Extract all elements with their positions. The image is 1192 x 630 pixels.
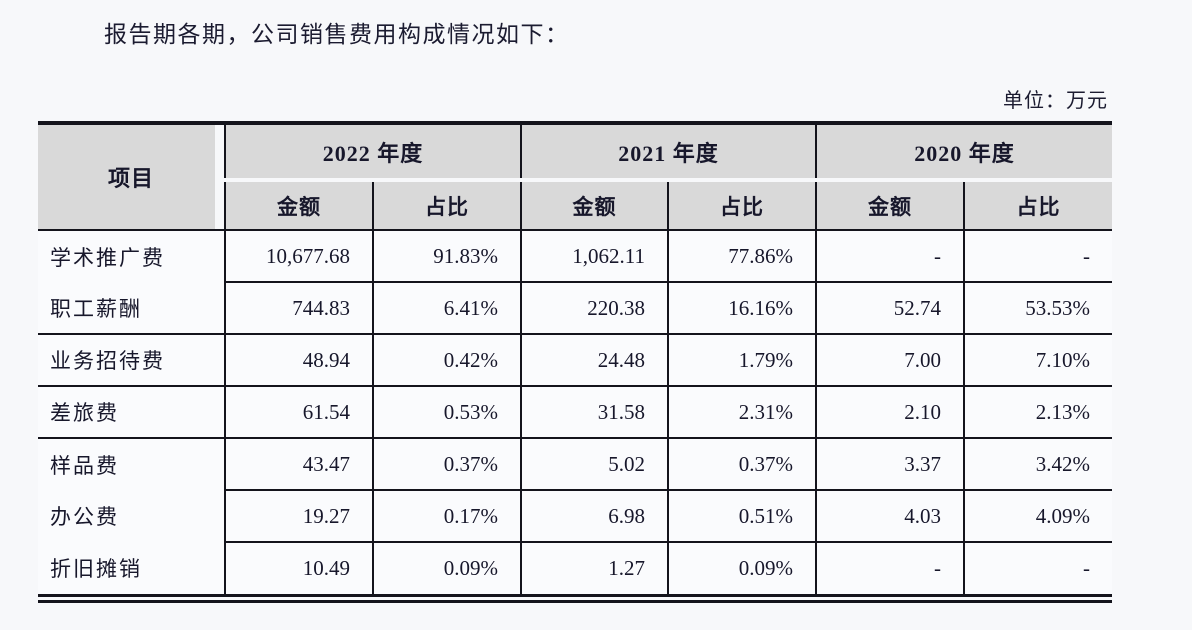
amount-cell-2020: 3.37 <box>815 438 966 491</box>
ratio-cell-2022: 91.83% <box>371 230 523 283</box>
sales-expense-table: 项目 2022 年度 2021 年度 2020 年度 金额 占比 金额 占比 金… <box>38 121 1113 603</box>
ratio-cell-2021: 77.86% <box>667 230 818 283</box>
amount-cell-2020: - <box>815 542 966 594</box>
table-row: 折旧摊销 10.49 0.09% 1.27 0.09% - - <box>38 542 1113 594</box>
item-cell: 折旧摊销 <box>38 542 226 594</box>
item-cell: 差旅费 <box>38 386 226 439</box>
amount-cell-2022: 744.83 <box>224 282 374 335</box>
ratio-cell-2020: - <box>963 542 1113 594</box>
ratio-header-2020: 占比 <box>963 180 1113 231</box>
subheader-row: 金额 占比 金额 占比 金额 占比 <box>38 180 1113 231</box>
year-header-row: 项目 2022 年度 2021 年度 2020 年度 <box>38 125 1113 231</box>
ratio-cell-2022: 0.37% <box>371 438 523 491</box>
year-header-2022: 2022 年度 <box>223 125 522 182</box>
amount-header-2021: 金额 <box>520 180 670 231</box>
item-cell: 学术推广费 <box>38 230 226 282</box>
amount-cell-2022: 19.27 <box>224 490 374 543</box>
table-row: 样品费 43.47 0.37% 5.02 0.37% 3.37 3.42% <box>38 438 1113 491</box>
ratio-cell-2021: 1.79% <box>667 334 818 387</box>
amount-cell-2022: 10.49 <box>224 542 374 594</box>
table-row: 办公费 19.27 0.17% 6.98 0.51% 4.03 4.09% <box>38 490 1113 543</box>
amount-cell-2022: 61.54 <box>224 386 374 439</box>
ratio-cell-2022: 0.17% <box>371 490 523 543</box>
ratio-cell-2022: 0.42% <box>371 334 523 387</box>
ratio-cell-2021: 0.51% <box>667 490 818 543</box>
unit-label: 单位：万元 <box>1003 90 1108 112</box>
ratio-cell-2020: 53.53% <box>963 282 1113 335</box>
year-header-2020: 2020 年度 <box>815 125 1113 182</box>
ratio-cell-2020: 7.10% <box>963 334 1113 387</box>
ratio-cell-2020: 3.42% <box>963 438 1113 491</box>
amount-cell-2021: 31.58 <box>520 386 670 439</box>
ratio-cell-2021: 0.09% <box>667 542 818 594</box>
amount-cell-2021: 6.98 <box>520 490 670 543</box>
amount-header-2022: 金额 <box>224 180 374 231</box>
expense-table: 项目 2022 年度 2021 年度 2020 年度 金额 占比 金额 占比 金… <box>38 125 1113 594</box>
amount-header-2020: 金额 <box>815 180 966 231</box>
ratio-cell-2022: 6.41% <box>371 282 523 335</box>
amount-cell-2022: 10,677.68 <box>224 230 374 283</box>
intro-text: 报告期各期，公司销售费用构成情况如下： <box>104 22 570 47</box>
table-row: 业务招待费 48.94 0.42% 24.48 1.79% 7.00 7.10% <box>38 334 1113 387</box>
item-cell: 业务招待费 <box>38 334 226 387</box>
amount-cell-2020: 4.03 <box>815 490 966 543</box>
amount-cell-2022: 48.94 <box>224 334 374 387</box>
ratio-cell-2020: 2.13% <box>963 386 1113 439</box>
table-row: 学术推广费 10,677.68 91.83% 1,062.11 77.86% -… <box>38 230 1113 283</box>
amount-cell-2021: 1.27 <box>520 542 670 594</box>
year-header-2021: 2021 年度 <box>520 125 817 182</box>
ratio-cell-2022: 0.53% <box>371 386 523 439</box>
amount-cell-2020: - <box>815 230 966 283</box>
amount-cell-2021: 5.02 <box>520 438 670 491</box>
amount-cell-2020: 7.00 <box>815 334 966 387</box>
amount-cell-2020: 52.74 <box>815 282 966 335</box>
table-row: 差旅费 61.54 0.53% 31.58 2.31% 2.10 2.13% <box>38 386 1113 439</box>
item-header-cell: 项目 <box>38 125 226 231</box>
amount-cell-2022: 43.47 <box>224 438 374 491</box>
item-cell: 样品费 <box>38 438 226 490</box>
table-header: 项目 2022 年度 2021 年度 2020 年度 金额 占比 金额 占比 金… <box>38 125 1113 231</box>
amount-cell-2021: 1,062.11 <box>520 230 670 283</box>
table-row: 职工薪酬 744.83 6.41% 220.38 16.16% 52.74 53… <box>38 282 1113 335</box>
ratio-cell-2021: 16.16% <box>667 282 818 335</box>
item-cell: 职工薪酬 <box>38 282 226 335</box>
ratio-header-2022: 占比 <box>371 180 523 231</box>
ratio-header-2021: 占比 <box>667 180 818 231</box>
amount-cell-2020: 2.10 <box>815 386 966 439</box>
amount-cell-2021: 24.48 <box>520 334 670 387</box>
ratio-cell-2022: 0.09% <box>371 542 523 594</box>
ratio-cell-2020: 4.09% <box>963 490 1113 543</box>
ratio-cell-2021: 0.37% <box>667 438 818 491</box>
ratio-cell-2021: 2.31% <box>667 386 818 439</box>
table-body: 学术推广费 10,677.68 91.83% 1,062.11 77.86% -… <box>38 230 1113 594</box>
ratio-cell-2020: - <box>963 230 1113 283</box>
item-cell: 办公费 <box>38 490 226 542</box>
amount-cell-2021: 220.38 <box>520 282 670 335</box>
